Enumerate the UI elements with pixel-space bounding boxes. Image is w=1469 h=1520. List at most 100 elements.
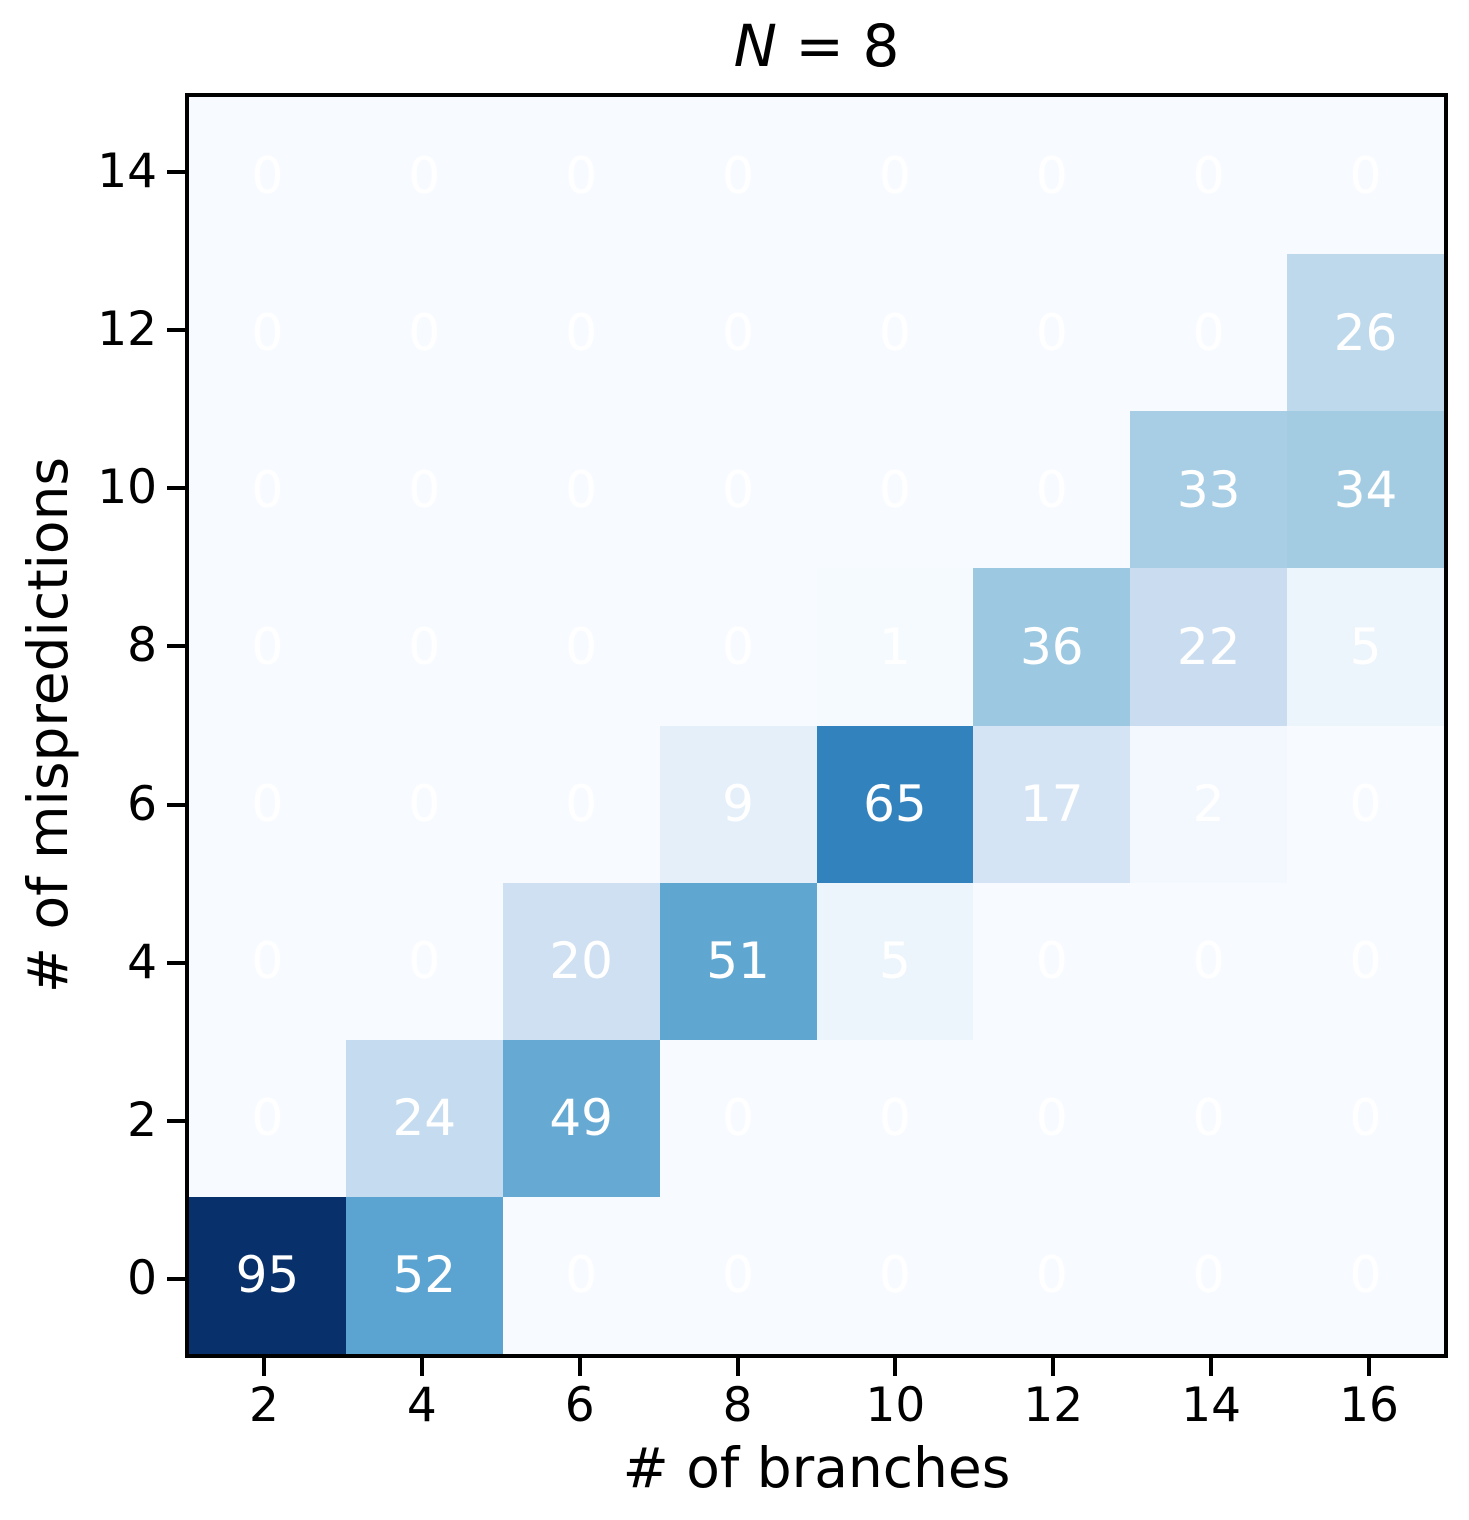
heatmap-cell: 9 xyxy=(659,725,817,883)
x-tick-label: 10 xyxy=(865,1378,926,1433)
heatmap-cell: 0 xyxy=(973,254,1131,412)
y-tick-label: 4 xyxy=(127,934,157,990)
heatmap-cell: 0 xyxy=(659,568,817,726)
y-tick-mark xyxy=(167,328,185,333)
heatmap-cell: 34 xyxy=(1287,411,1444,569)
heatmap-cell: 0 xyxy=(189,1039,346,1197)
heatmap-cell: 0 xyxy=(502,725,660,883)
heatmap-cell: 0 xyxy=(1130,1039,1288,1197)
heatmap-cell: 0 xyxy=(345,254,503,412)
heatmap-cell: 0 xyxy=(345,882,503,1040)
y-axis-label: # of mispredictions xyxy=(16,456,80,994)
x-tick-mark xyxy=(1367,1358,1372,1376)
x-tick-mark xyxy=(577,1358,582,1376)
heatmap-cell: 49 xyxy=(502,1039,660,1197)
y-tick-mark xyxy=(167,960,185,965)
heatmap-cell: 20 xyxy=(502,882,660,1040)
chart-title-rest: = 8 xyxy=(777,12,900,80)
y-tick-label: 2 xyxy=(127,1092,157,1148)
x-tick-mark xyxy=(1209,1358,1214,1376)
heatmap-cell: 0 xyxy=(659,254,817,412)
heatmap-cell: 0 xyxy=(973,1196,1131,1354)
heatmap-cell: 65 xyxy=(816,725,974,883)
y-tick-mark xyxy=(167,644,185,649)
heatmap-cell: 0 xyxy=(1287,1039,1444,1197)
heatmap-cell: 0 xyxy=(973,882,1131,1040)
y-tick-mark xyxy=(167,802,185,807)
heatmap-cell: 0 xyxy=(189,568,346,726)
y-tick-mark xyxy=(167,1276,185,1281)
heatmap-cell: 95 xyxy=(189,1196,346,1354)
heatmap-cell: 0 xyxy=(502,1196,660,1354)
heatmap-cell: 26 xyxy=(1287,254,1444,412)
y-tick-label: 0 xyxy=(127,1250,157,1306)
heatmap-cell: 5 xyxy=(816,882,974,1040)
x-tick-mark xyxy=(893,1358,898,1376)
plot-area: 0 0 0 0 0 0 0 0 0 0 0 0 0 0 0 26 0 0 0 0 0 0 33 34 0 0 0 0 1 36 22 5 0 0 0… xyxy=(185,93,1448,1358)
heatmap-cell: 0 xyxy=(973,97,1131,255)
heatmap-cell: 0 xyxy=(189,254,346,412)
heatmap-cell: 0 xyxy=(1130,882,1288,1040)
heatmap-cell: 0 xyxy=(345,568,503,726)
chart-title-variable: N xyxy=(733,12,777,80)
heatmap-cell: 0 xyxy=(345,411,503,569)
heatmap-cell: 0 xyxy=(189,725,346,883)
x-tick-label: 4 xyxy=(406,1378,437,1433)
x-tick-mark xyxy=(261,1358,266,1376)
heatmap-cell: 0 xyxy=(973,411,1131,569)
heatmap-cell: 0 xyxy=(502,97,660,255)
heatmap-cell: 0 xyxy=(973,1039,1131,1197)
heatmap-cell: 0 xyxy=(345,725,503,883)
heatmap-cell: 0 xyxy=(502,568,660,726)
heatmap-cell: 24 xyxy=(345,1039,503,1197)
heatmap-cell: 5 xyxy=(1287,568,1444,726)
y-tick-label: 14 xyxy=(97,144,157,200)
y-tick-label: 12 xyxy=(97,302,157,358)
heatmap-cell: 22 xyxy=(1130,568,1288,726)
x-tick-label: 14 xyxy=(1181,1378,1242,1433)
y-tick-label: 6 xyxy=(127,776,157,832)
heatmap-cell: 0 xyxy=(816,97,974,255)
x-axis-label: # of branches xyxy=(622,1436,1011,1500)
heatmap-cell: 0 xyxy=(1287,882,1444,1040)
y-tick-mark xyxy=(167,486,185,491)
x-tick-label: 6 xyxy=(564,1378,595,1433)
heatmap-cell: 17 xyxy=(973,725,1131,883)
y-tick-mark xyxy=(167,170,185,175)
heatmap-cell: 0 xyxy=(1287,725,1444,883)
heatmap-grid: 0 0 0 0 0 0 0 0 0 0 0 0 0 0 0 26 0 0 0 0 0 0 33 34 0 0 0 0 1 36 22 5 0 0 0… xyxy=(189,97,1444,1354)
heatmap-cell: 1 xyxy=(816,568,974,726)
heatmap-cell: 0 xyxy=(816,1196,974,1354)
x-tick-mark xyxy=(419,1358,424,1376)
x-tick-label: 2 xyxy=(248,1378,279,1433)
heatmap-cell: 0 xyxy=(1287,1196,1444,1354)
heatmap-cell: 0 xyxy=(659,411,817,569)
heatmap-cell: 0 xyxy=(659,1039,817,1197)
heatmap-cell: 0 xyxy=(816,1039,974,1197)
heatmap-cell: 0 xyxy=(502,411,660,569)
heatmap-cell: 0 xyxy=(1287,97,1444,255)
heatmap-cell: 0 xyxy=(345,97,503,255)
y-tick-label: 10 xyxy=(97,460,157,516)
heatmap-cell: 0 xyxy=(189,882,346,1040)
x-tick-label: 12 xyxy=(1023,1378,1084,1433)
x-tick-label: 8 xyxy=(722,1378,753,1433)
heatmap-cell: 36 xyxy=(973,568,1131,726)
heatmap-cell: 0 xyxy=(659,1196,817,1354)
x-tick-label: 16 xyxy=(1339,1378,1399,1433)
heatmap-cell: 0 xyxy=(1130,254,1288,412)
heatmap-cell: 0 xyxy=(1130,97,1288,255)
y-tick-mark xyxy=(167,1118,185,1123)
heatmap-cell: 0 xyxy=(659,97,817,255)
heatmap-cell: 0 xyxy=(189,97,346,255)
heatmap-cell: 0 xyxy=(502,254,660,412)
x-tick-mark xyxy=(735,1358,740,1376)
heatmap-cell: 0 xyxy=(816,254,974,412)
heatmap-cell: 51 xyxy=(659,882,817,1040)
chart-title: N = 8 xyxy=(185,10,1448,82)
y-tick-label: 8 xyxy=(127,618,157,674)
x-tick-mark xyxy=(1051,1358,1056,1376)
heatmap-cell: 0 xyxy=(189,411,346,569)
heatmap-cell: 2 xyxy=(1130,725,1288,883)
